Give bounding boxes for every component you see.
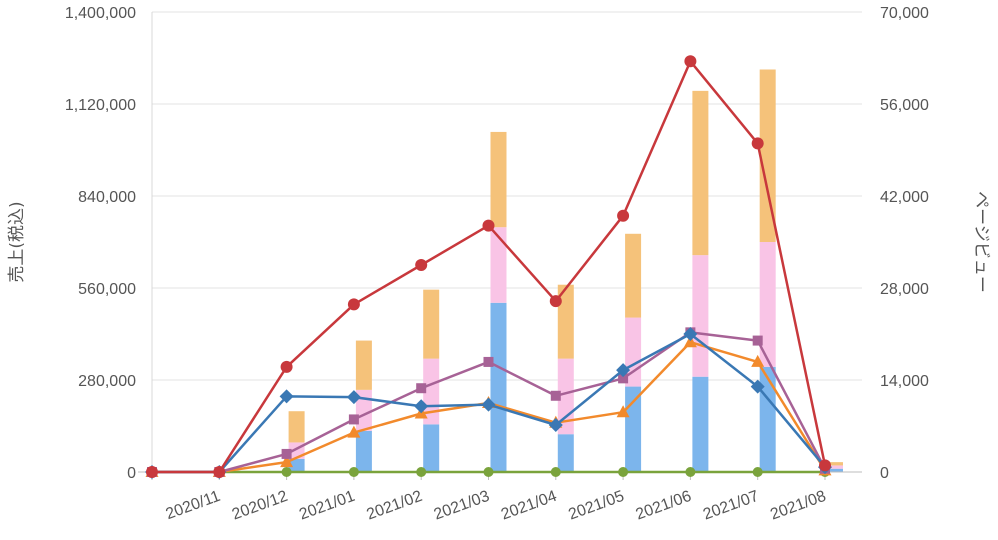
series-point [685, 467, 696, 477]
left-axis-tick-label: 0 [127, 465, 136, 482]
bar-segment [490, 302, 507, 472]
right-axis-tick-label: 28,000 [880, 281, 929, 298]
series-point [347, 425, 361, 438]
series-point [751, 354, 765, 367]
series-point [281, 467, 292, 477]
x-axis-tick-label: 2021/05 [566, 488, 626, 524]
bar-segment [692, 376, 709, 472]
series-point [281, 448, 292, 459]
bar-segment [557, 434, 574, 472]
series-point [618, 467, 629, 477]
bar-segment [692, 255, 709, 377]
series-point [347, 298, 360, 311]
x-axis-tick-label: 2021/02 [364, 488, 424, 524]
series-point [548, 418, 563, 433]
bar-segment [759, 69, 776, 242]
series-point [550, 390, 561, 401]
x-axis-tick-label: 2021/07 [701, 488, 761, 524]
x-axis-tick-label: 2020/11 [164, 488, 223, 523]
bar-segment [625, 233, 642, 318]
bar-segment [625, 386, 642, 472]
series-point [549, 295, 562, 308]
bar-segment [288, 458, 305, 472]
left-axis-tick-label: 840,000 [78, 189, 136, 206]
bar-segment [423, 424, 440, 472]
series-point [146, 466, 158, 478]
bar-segment [826, 468, 843, 472]
series-point [683, 327, 698, 341]
right-axis-tick-label: 0 [880, 465, 889, 482]
bar-segment [759, 366, 776, 472]
left-axis-tick-label: 1,120,000 [65, 97, 136, 114]
series-point [550, 467, 561, 477]
series-point [279, 389, 294, 404]
left-axis-title: 売上(税込) [7, 201, 27, 282]
series-point [618, 373, 629, 384]
bar-segment [826, 465, 843, 469]
series-point [481, 397, 496, 412]
series-point [684, 55, 697, 68]
series-point [750, 379, 765, 394]
series-point [346, 390, 361, 405]
bar-segment [423, 358, 440, 425]
gridlines [152, 11, 862, 381]
series-point [483, 467, 494, 477]
series-point [415, 259, 428, 271]
series-point [752, 467, 763, 477]
x-axis-tick-label: 2021/08 [768, 488, 828, 524]
series-point [482, 219, 495, 232]
bar-segment [826, 462, 843, 466]
x-axis-tick-label: 2021/06 [634, 488, 694, 524]
line-series-layer [145, 55, 832, 479]
series-point [348, 414, 359, 425]
bar-segment [355, 340, 372, 390]
right-axis-tick-label: 14,000 [880, 373, 929, 390]
right-axis-tick-label: 42,000 [880, 189, 929, 206]
right-axis-tick-label: 70,000 [880, 5, 929, 22]
series-point [683, 335, 697, 348]
bar-segment [692, 90, 709, 256]
bar-segment [557, 358, 574, 435]
series-point [751, 137, 764, 150]
left-axis-tick-label: 560,000 [78, 281, 136, 298]
series-point [213, 466, 226, 478]
x-axis-tick-label: 2021/04 [499, 488, 559, 524]
series-point [483, 356, 494, 367]
right-axis-tick-label: 56,000 [880, 97, 929, 114]
series-point [616, 363, 631, 378]
bar-segment [490, 131, 507, 228]
series-point [280, 455, 294, 468]
left-axis-tick-label: 1,400,000 [65, 5, 136, 22]
bar-segment [423, 289, 440, 359]
series-point [414, 399, 429, 414]
bar-segment [759, 242, 776, 367]
bar-segment [288, 411, 305, 443]
series-point [348, 467, 359, 477]
series-point [752, 335, 763, 346]
series-point [616, 405, 630, 418]
bar-segment [557, 284, 574, 359]
bar-segment [490, 227, 507, 303]
series-point [617, 209, 630, 222]
series-point [416, 467, 427, 477]
left-axis-tick-label: 280,000 [78, 373, 136, 390]
bar-segment [355, 430, 372, 472]
x-axis-tick-label: 2020/12 [230, 488, 290, 524]
series-point [280, 360, 293, 373]
x-axis-tick-label: 2021/03 [432, 488, 492, 524]
x-axis-tick-label: 2021/01 [297, 488, 357, 524]
right-axis-title: ページビュー [971, 191, 991, 293]
series-point [416, 383, 427, 394]
series-point [818, 459, 831, 472]
